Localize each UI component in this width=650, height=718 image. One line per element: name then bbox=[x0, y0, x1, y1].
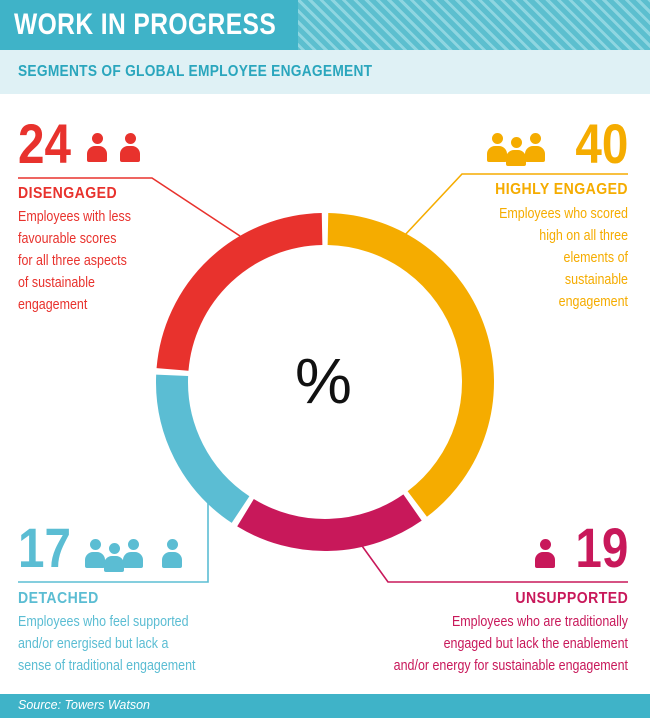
highly-engaged-people-icons bbox=[486, 133, 549, 166]
disengaged-leader-line bbox=[18, 177, 241, 237]
desc-line: Employees with less bbox=[18, 209, 131, 225]
footer-bar: Source: Towers Watson bbox=[0, 694, 650, 718]
unsupported-people-icons bbox=[534, 539, 559, 571]
desc-line: elements of bbox=[563, 250, 628, 266]
person-icon bbox=[84, 539, 106, 571]
highly-engaged-description: Employees who scored high on all three e… bbox=[456, 203, 628, 313]
person-icon bbox=[119, 133, 141, 165]
person-icon bbox=[534, 539, 556, 571]
unsupported-value: 19 bbox=[575, 516, 628, 579]
desc-line: engagement bbox=[18, 297, 88, 313]
source-credit: Source: Towers Watson bbox=[18, 698, 151, 712]
detached-description: Employees who feel supported and/or ener… bbox=[18, 611, 224, 677]
center-percent-symbol: % bbox=[295, 345, 352, 417]
desc-line: and/or energised but lack a bbox=[18, 636, 169, 652]
detached-leader-line bbox=[18, 500, 209, 583]
desc-line: for all three aspects bbox=[18, 253, 127, 269]
header-banner: WORK IN PROGRESS bbox=[0, 0, 650, 50]
detached-people-icons bbox=[84, 539, 186, 572]
desc-line: engaged but lack the enablement bbox=[443, 636, 628, 652]
subheader-band: SEGMENTS OF GLOBAL EMPLOYEE ENGAGEMENT bbox=[0, 50, 650, 94]
person-icon bbox=[161, 539, 183, 571]
person-icon bbox=[103, 543, 125, 575]
disengaged-description: Employees with less favourable scores fo… bbox=[18, 206, 190, 316]
desc-line: Employees who are traditionally bbox=[451, 614, 628, 630]
person-icon bbox=[524, 133, 546, 165]
highly-engaged-slice bbox=[327, 213, 494, 517]
desc-line: favourable scores bbox=[18, 231, 117, 247]
header-title-bar bbox=[0, 0, 298, 50]
desc-line: sense of traditional engagement bbox=[18, 658, 196, 674]
desc-line: sustainable bbox=[564, 272, 628, 288]
disengaged-label: DISENGAGED bbox=[18, 185, 118, 202]
disengaged-slice bbox=[156, 213, 323, 372]
desc-line: of sustainable bbox=[18, 275, 95, 291]
highly-engaged-value: 40 bbox=[575, 112, 628, 175]
desc-line: Employees who feel supported bbox=[18, 614, 189, 630]
disengaged-people-icons bbox=[86, 133, 144, 165]
person-icon bbox=[122, 539, 144, 571]
disengaged-value: 24 bbox=[18, 112, 71, 175]
person-icon bbox=[86, 133, 108, 165]
desc-line: engagement bbox=[558, 294, 628, 310]
unsupported-slice bbox=[237, 494, 422, 551]
desc-line: and/or energy for sustainable engagement bbox=[393, 658, 628, 674]
chart-title: SEGMENTS OF GLOBAL EMPLOYEE ENGAGEMENT bbox=[18, 63, 373, 80]
detached-label: DETACHED bbox=[18, 590, 99, 607]
unsupported-leader-line bbox=[351, 531, 628, 583]
detached-value: 17 bbox=[18, 516, 71, 579]
highly-engaged-label: HIGHLY ENGAGED bbox=[495, 181, 628, 198]
desc-line: Employees who scored bbox=[499, 206, 628, 222]
donut-slices bbox=[156, 213, 494, 551]
person-icon bbox=[505, 137, 527, 169]
detached-slice bbox=[156, 374, 250, 523]
desc-line: high on all three bbox=[539, 228, 628, 244]
unsupported-description: Employees who are traditionally engaged … bbox=[370, 611, 628, 677]
unsupported-label: UNSUPPORTED bbox=[515, 590, 628, 607]
person-icon bbox=[486, 133, 508, 165]
leader-lines bbox=[18, 173, 628, 583]
page-title: WORK IN PROGRESS bbox=[14, 8, 277, 41]
highly-engaged-leader-line bbox=[403, 173, 628, 237]
